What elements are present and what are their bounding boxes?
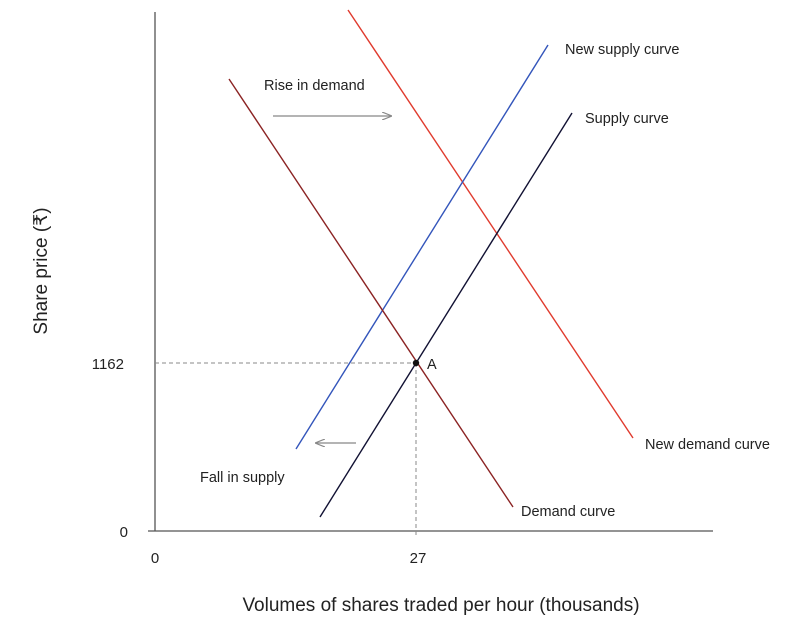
equilibrium-label: A <box>427 357 437 373</box>
new-demand-curve-label: New demand curve <box>645 437 770 453</box>
y-axis-title: Share price (₹) <box>31 207 52 334</box>
y-tick-label-0: 0 <box>120 524 128 541</box>
supply-curve-line <box>319 112 573 518</box>
equilibrium-point <box>412 359 420 367</box>
fall-in-supply-label: Fall in supply <box>200 470 285 486</box>
new-demand-curve-line <box>347 9 634 439</box>
x-axis-title: Volumes of shares traded per hour (thous… <box>242 595 639 616</box>
demand-curve-label: Demand curve <box>521 504 615 520</box>
new-supply-curve-line <box>295 44 549 450</box>
y-tick-label-1162: 1162 <box>92 356 124 373</box>
new-supply-curve-label: New supply curve <box>565 42 679 58</box>
rise-in-demand-label: Rise in demand <box>264 78 365 94</box>
x-tick-label-0: 0 <box>151 550 159 567</box>
supply-curve-label: Supply curve <box>585 111 669 127</box>
x-tick-label-27: 27 <box>410 550 427 567</box>
demand-curve-line <box>228 78 514 508</box>
